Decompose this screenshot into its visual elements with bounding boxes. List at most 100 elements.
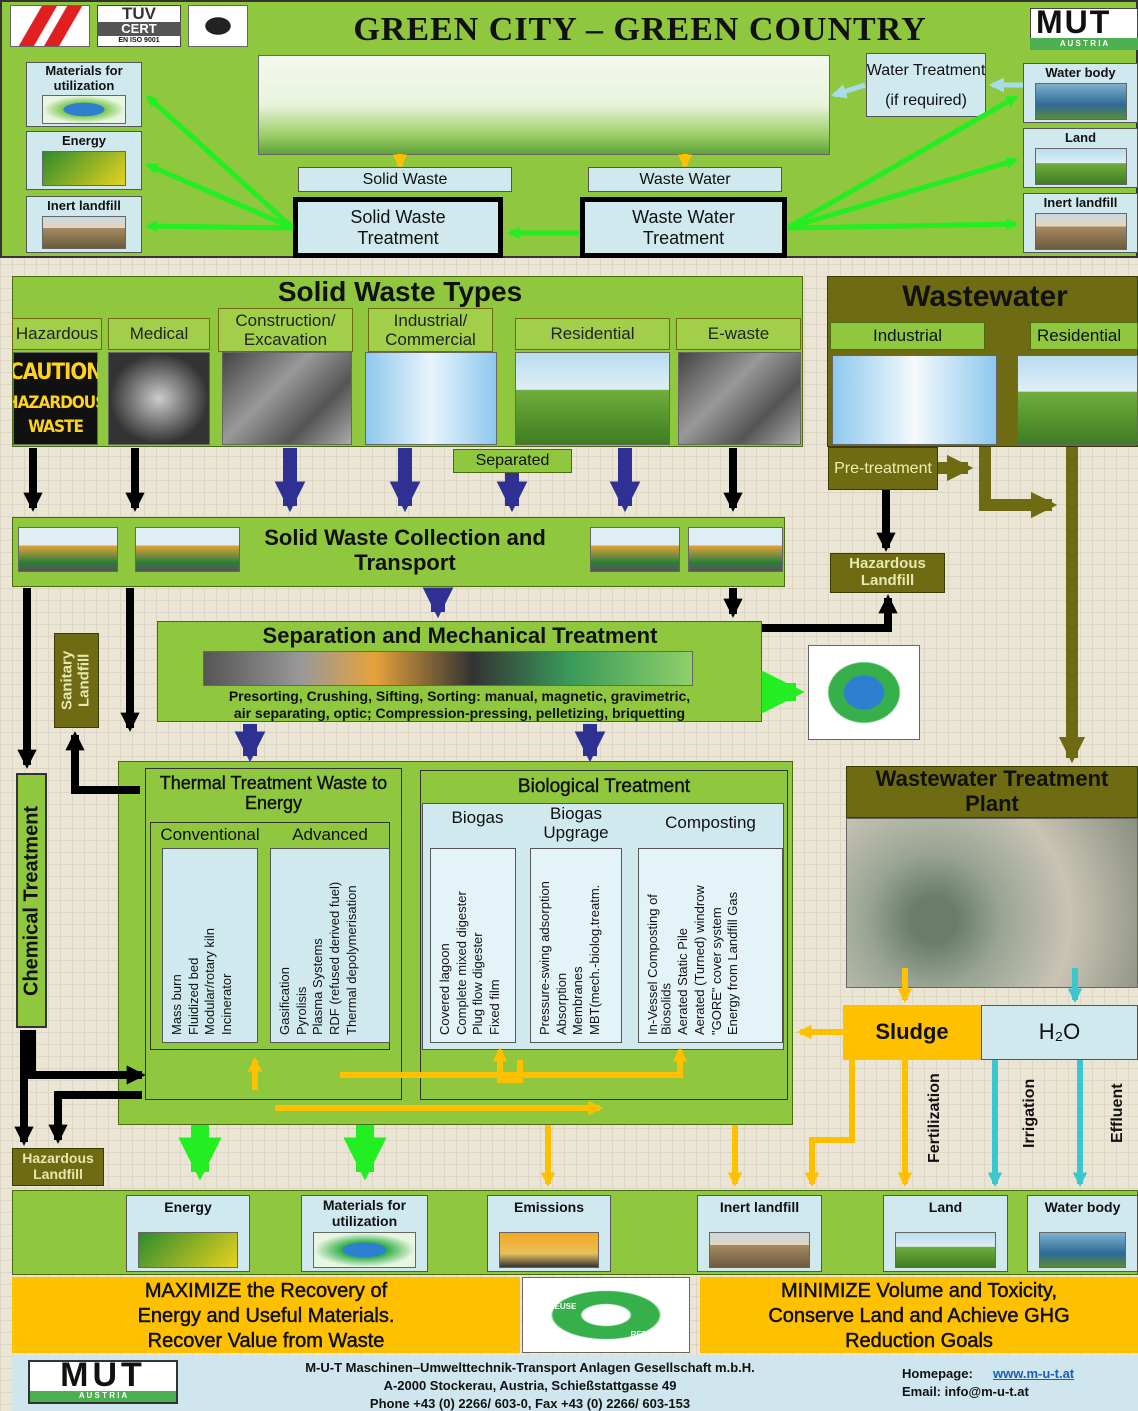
goal-text: Conserve Land and Achieve GHG — [700, 1304, 1138, 1329]
list-item: MBT(mech.-biolog.treatm. — [588, 854, 602, 1035]
tuv-text: TÜV — [97, 5, 181, 23]
source-label: Residential — [1030, 322, 1138, 350]
list-item: Fluidized bed — [187, 854, 201, 1035]
flow-label: Solid Waste — [298, 167, 512, 192]
list-item: Thermal depolymerisation — [345, 854, 359, 1035]
list-item: Plasma Systems — [311, 854, 325, 1035]
list-item: Complete mixed digester — [455, 854, 469, 1035]
list-item: Membranes — [571, 854, 585, 1035]
category-label: Medical — [108, 318, 210, 350]
sludge-box: Sludge — [843, 1005, 981, 1060]
output-label: Materials for utilization — [301, 1196, 428, 1232]
treatment-box: Solid Waste Treatment — [293, 197, 503, 258]
column-title: Biogas — [430, 805, 525, 830]
sign-text: WASTE — [13, 416, 98, 440]
tuv-norm: EN ISO 9001 — [97, 36, 181, 46]
poster: TÜVCERTEN ISO 9001 GREEN CITY – GREEN COU… — [0, 0, 1138, 1411]
sign-text: CAUTION — [13, 358, 98, 388]
category-label: Residential — [515, 318, 670, 350]
output-label: Inert landfill — [1023, 194, 1138, 212]
footer-logo-text: MUT — [28, 1360, 178, 1391]
water-treatment: Water Treatment — [866, 53, 986, 89]
flow-label: Waste Water — [588, 167, 782, 192]
list-item: Energy from Landfill Gas — [726, 854, 740, 1035]
panel-title: Biological Treatment — [420, 772, 788, 802]
panel-title: Separation and Mechanical Treatment — [160, 622, 760, 650]
output-label: Emissions — [487, 1196, 611, 1220]
category-label: Construction/ Excavation — [218, 308, 353, 352]
list-item: Covered lagoon — [438, 854, 452, 1035]
chemical-box: Chemical Treatment — [16, 773, 47, 1028]
treatment-box: Waste Water Treatment — [580, 197, 787, 258]
list-item: Pressure-swing adsorption — [538, 854, 552, 1035]
column-title: Biogas Upgrage — [530, 803, 622, 843]
water-treatment-note: (if required) — [866, 89, 986, 113]
item-list: GasificationPyrolisisPlasma SystemsRDF (… — [270, 848, 390, 1043]
tuv-cert: CERT — [97, 22, 181, 36]
list-item: Aerated (Turned) windrow — [693, 854, 707, 1035]
goal-text: MINIMIZE Volume and Toxicity, — [700, 1279, 1138, 1304]
list-item: Pyrolisis — [295, 854, 309, 1035]
homepage-link[interactable]: www.m-u-t.at — [993, 1366, 1113, 1383]
list-item: Absorption — [555, 854, 569, 1035]
water-box: H₂O — [981, 1005, 1138, 1060]
category-label: Industrial/ Commercial — [368, 308, 493, 352]
company-info: Phone +43 (0) 2266/ 603-0, Fax +43 (0) 2… — [230, 1396, 830, 1411]
list-item: Plug flow digester — [471, 854, 485, 1035]
company-info: A-2000 Stockerau, Austria, Schießstattga… — [230, 1378, 830, 1395]
recycle-label: RECYCLE — [610, 1282, 665, 1296]
pretreatment-box: Pre-treatment — [828, 447, 938, 490]
mut-logo-text: MUT — [1030, 8, 1138, 38]
use-label: Effluent — [1105, 1078, 1131, 1148]
footer-logo-country: A U S T R I A — [30, 1391, 176, 1402]
panel-title: Thermal Treatment Waste to Energy — [145, 770, 402, 816]
list-item: Incinerator — [220, 854, 234, 1035]
output-label: Inert landfill — [697, 1196, 822, 1220]
list-item: RDF (refused derived fuel) — [328, 854, 342, 1035]
sign-text: HAZARDOUS — [13, 392, 98, 416]
recycle-label: REDUCE — [620, 1328, 675, 1342]
description: air separating, optic; Compression-press… — [157, 705, 762, 722]
output-label: Water body — [1023, 64, 1138, 82]
panel-title: Solid Waste Types — [230, 277, 570, 307]
landfill-box: Sanitary Landfill — [54, 633, 99, 728]
list-item: Aerated Static Pile — [676, 854, 690, 1035]
poster-title: GREEN CITY – GREEN COUNTRY — [280, 10, 1000, 50]
mut-logo-country: A U S T R I A — [1030, 38, 1138, 50]
company-info: M-U-T Maschinen–Umwelttechnik-Transport … — [230, 1360, 830, 1377]
description: Presorting, Crushing, Sifting, Sorting: … — [157, 688, 762, 705]
collection-title: Solid Waste Collection and Transport — [240, 520, 570, 582]
list-item: Fixed film — [488, 854, 502, 1035]
column-title: Conventional — [150, 824, 270, 846]
column-title: Advanced — [270, 824, 390, 846]
panel-title: Wastewater — [840, 280, 1130, 314]
goal-text: MAXIMIZE the Recovery of — [12, 1279, 520, 1304]
homepage-label: Homepage: — [902, 1366, 994, 1383]
goal-text: Reduction Goals — [700, 1329, 1138, 1354]
use-label: Irrigation — [1017, 1072, 1043, 1155]
list-item: Mass burn — [170, 854, 184, 1035]
output-label: Inert landfill — [26, 197, 142, 215]
recycle-label: REUSE — [535, 1300, 590, 1314]
goal-text: Recover Value from Waste — [12, 1329, 520, 1354]
output-label: Materials for utilization — [26, 63, 142, 95]
separated-label: Separated — [453, 449, 572, 473]
output-label: Energy — [26, 132, 142, 150]
category-label: E-waste — [676, 318, 801, 350]
list-item: Gasification — [278, 854, 292, 1035]
output-label: Land — [883, 1196, 1008, 1220]
output-label: Land — [1023, 129, 1138, 147]
column-title: Composting — [638, 805, 783, 840]
list-item: In-Vessel Composting of Biosolids — [646, 854, 673, 1035]
landfill-box: Hazardous Landfill — [830, 553, 945, 593]
item-list: Pressure-swing adsorptionAbsorptionMembr… — [530, 848, 622, 1043]
use-label: Fertilization — [922, 1062, 948, 1175]
landfill-box: Hazardous Landfill — [12, 1148, 104, 1186]
source-label: Industrial — [830, 322, 985, 350]
output-label: Water body — [1027, 1196, 1138, 1220]
list-item: Modular/rotary kiln — [203, 854, 217, 1035]
wwtp-title: Wastewater Treatment Plant — [846, 766, 1138, 818]
